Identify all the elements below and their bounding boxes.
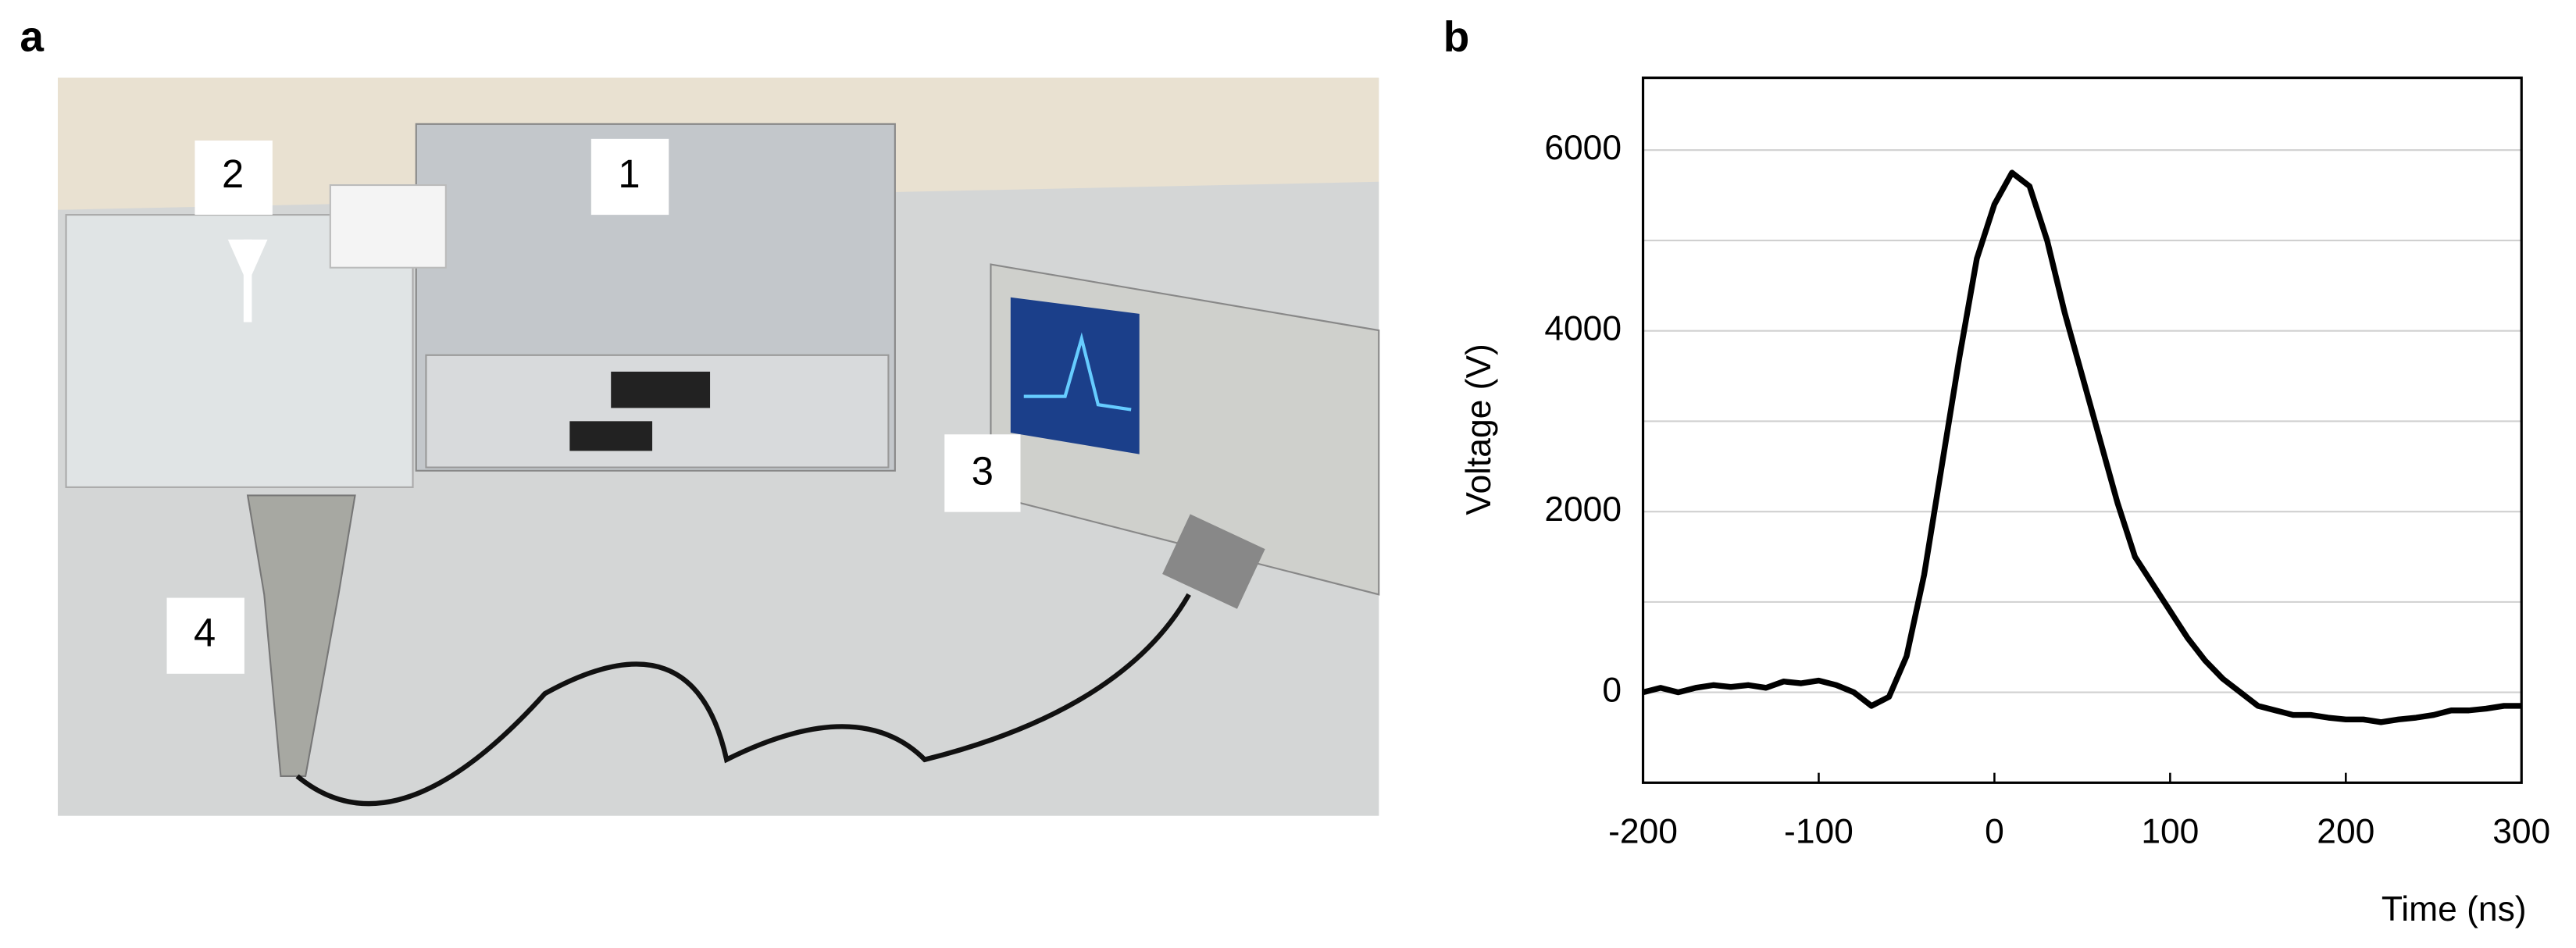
data-line (1642, 169, 2522, 725)
trace (1023, 332, 1132, 412)
y-tick-label: 2000 (1544, 490, 1622, 529)
box (329, 184, 447, 269)
switch (569, 421, 653, 451)
panel-label: b (1443, 12, 1470, 61)
cable (295, 593, 1191, 807)
x-axis-label: Time (ns) (2382, 890, 2527, 928)
y-tick-label: 4000 (1544, 309, 1622, 347)
y-axis-label: Voltage (V) (1460, 344, 1498, 515)
callout: 1 (618, 151, 640, 196)
y-tick-label: 6000 (1544, 129, 1622, 167)
probe-box (1162, 514, 1265, 609)
callout-box (944, 434, 1021, 512)
x-tick-label: 0 (1985, 813, 2004, 851)
callout: 4 (194, 611, 216, 655)
callout-box (166, 597, 244, 674)
arrow-head (227, 239, 268, 284)
y-tick-label: 0 (1602, 671, 1622, 709)
callout: 3 (972, 448, 994, 493)
callout-box (590, 138, 669, 216)
x-tick-label: -200 (1608, 813, 1678, 851)
callout: 2 (222, 151, 244, 196)
screen (1010, 297, 1140, 454)
probe (246, 494, 356, 777)
x-tick-label: 300 (2492, 813, 2550, 851)
x-tick-label: -100 (1784, 813, 1854, 851)
display (611, 371, 711, 408)
photo: 1 2 3 4 (57, 77, 1380, 816)
x-tick-label: 200 (2317, 813, 2374, 851)
panel-label: a (20, 12, 44, 61)
plot-frame (1641, 77, 2523, 784)
callout-box (194, 140, 273, 216)
x-tick-label: 100 (2141, 813, 2199, 851)
